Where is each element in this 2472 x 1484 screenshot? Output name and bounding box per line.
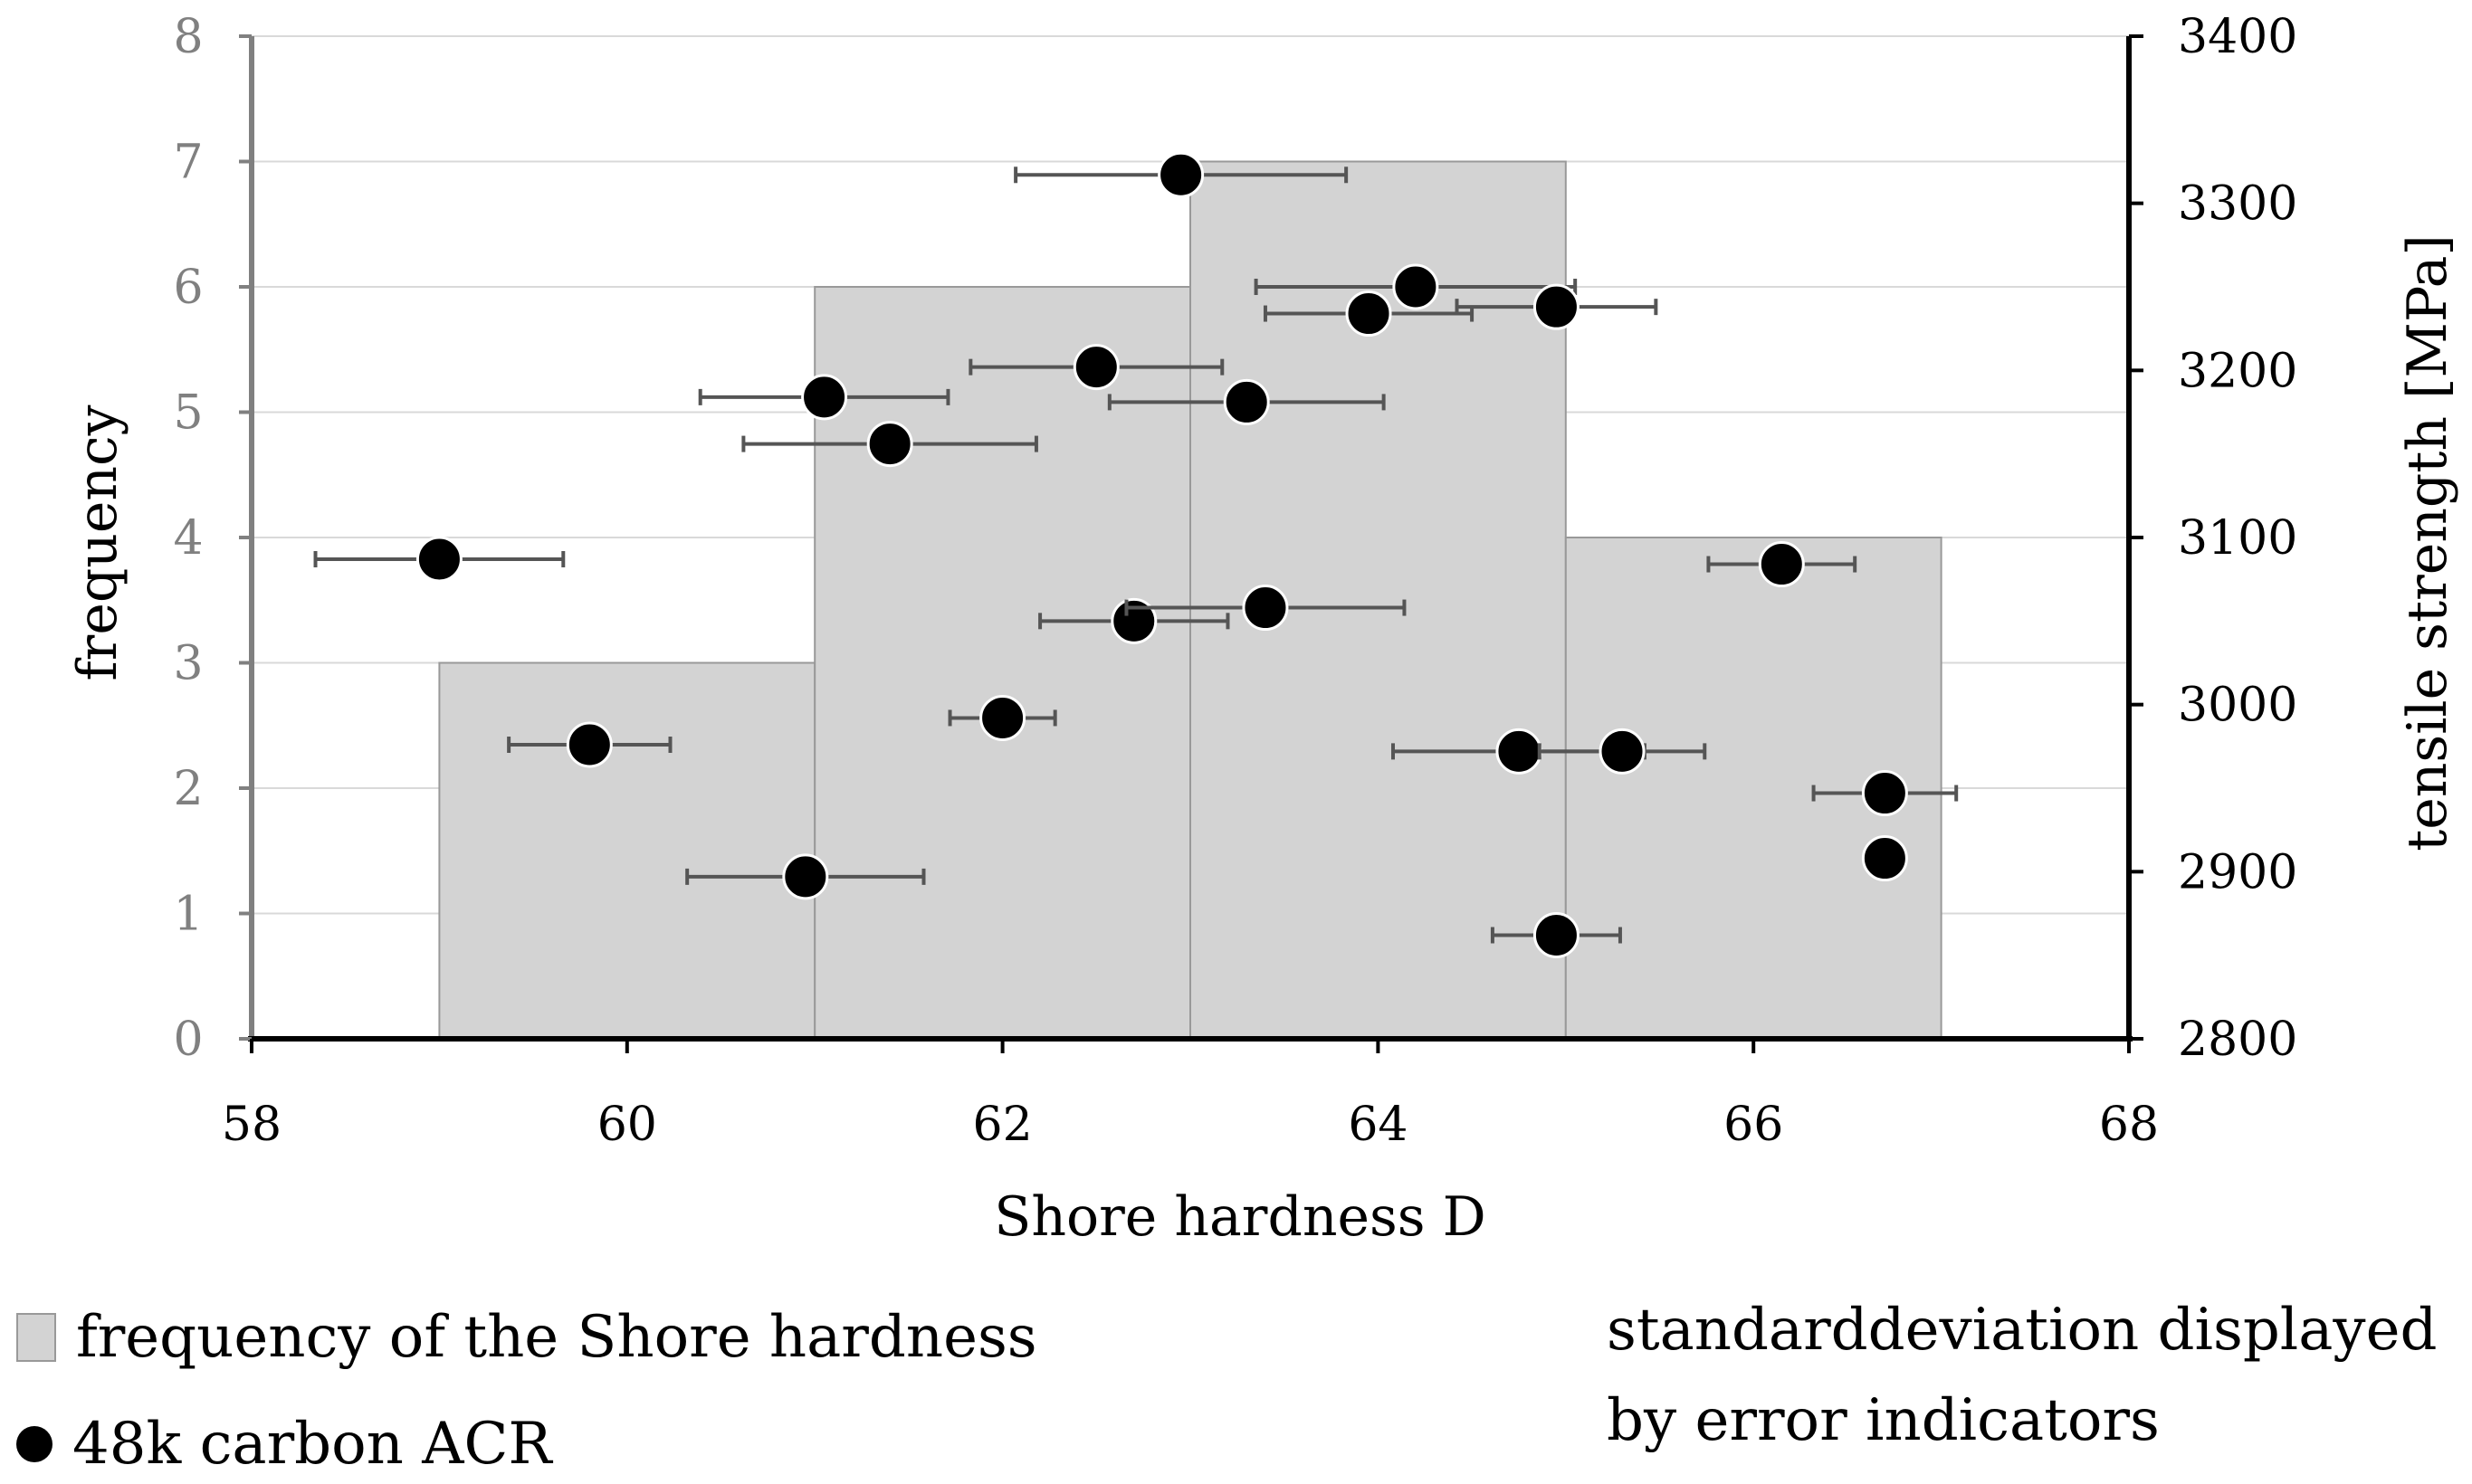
y-left-tick-label: 8 xyxy=(173,10,203,64)
y-left-tick-label: 1 xyxy=(173,888,203,942)
frequency-bars xyxy=(438,160,1942,1040)
y-right-tick-label: 3300 xyxy=(2178,177,2297,232)
y-right-tick-label: 3000 xyxy=(2178,679,2297,733)
x-tick-label: 60 xyxy=(597,1098,657,1152)
data-point xyxy=(1861,770,1908,817)
data-point xyxy=(1073,344,1120,391)
data-point xyxy=(801,374,848,421)
y-left-tick-label: 7 xyxy=(173,136,203,190)
std-deviation-note: standarddeviation displayed by error ind… xyxy=(1607,1297,2438,1454)
y-left-tick-label: 5 xyxy=(173,386,203,441)
y-right-tick-label: 3400 xyxy=(2178,10,2297,64)
y-left-tick-label: 0 xyxy=(173,1013,203,1067)
y-left-tick-label: 4 xyxy=(173,511,203,566)
x-tick-label: 68 xyxy=(2099,1098,2159,1152)
x-tick-label: 66 xyxy=(1723,1098,1783,1152)
frequency-bar xyxy=(438,661,816,1040)
data-point xyxy=(979,694,1026,741)
legend-item-bars: frequency of the Shore hardness xyxy=(16,1303,1037,1373)
data-point xyxy=(1495,728,1542,775)
legend-label-markers: 48k carbon ACR xyxy=(72,1411,552,1478)
legend-item-markers: 48k carbon ACR xyxy=(16,1410,552,1479)
x-axis-title: Shore hardness D xyxy=(994,1185,1486,1249)
x-tick-label: 58 xyxy=(222,1098,282,1152)
y-right-tick-label: 3100 xyxy=(2178,511,2297,566)
data-point xyxy=(566,721,613,768)
data-point xyxy=(866,421,913,468)
y-right-tick-label: 3200 xyxy=(2178,344,2297,398)
data-point xyxy=(1861,835,1908,882)
data-point xyxy=(1345,290,1392,338)
x-tick-label: 64 xyxy=(1348,1098,1408,1152)
data-point xyxy=(1758,541,1805,588)
data-point xyxy=(1392,263,1439,310)
data-point xyxy=(1158,151,1205,198)
data-point xyxy=(1242,585,1289,632)
y-left-tick-label: 2 xyxy=(173,762,203,816)
legend-label-bars: frequency of the Shore hardness xyxy=(76,1304,1037,1371)
y-left-axis-title: frequency xyxy=(66,404,129,680)
frequency-bar xyxy=(814,286,1191,1040)
data-point xyxy=(1532,912,1580,959)
data-point xyxy=(1532,283,1580,330)
legend-marker-swatch xyxy=(16,1426,52,1463)
data-point xyxy=(1223,378,1270,425)
data-point xyxy=(782,853,829,900)
y-left-tick-label: 6 xyxy=(173,261,203,315)
data-point xyxy=(1111,597,1158,644)
y-right-tick-label: 2800 xyxy=(2178,1013,2297,1067)
axes xyxy=(239,34,2143,1053)
data-point xyxy=(415,536,463,583)
legend-bar-swatch xyxy=(16,1313,56,1363)
tick-labels: 0 1 2 3 4 5 6 7 8 2800 2900 3000 3100 3200 3300 3400 58 6… xyxy=(173,10,2297,1152)
tensile-points xyxy=(313,151,1959,959)
x-tick-label: 62 xyxy=(973,1098,1033,1152)
y-right-axis-title: tensile strength [MPa] xyxy=(2396,234,2459,851)
data-point xyxy=(1599,728,1646,775)
y-right-tick-label: 2900 xyxy=(2178,845,2297,899)
y-left-tick-label: 3 xyxy=(173,637,203,691)
